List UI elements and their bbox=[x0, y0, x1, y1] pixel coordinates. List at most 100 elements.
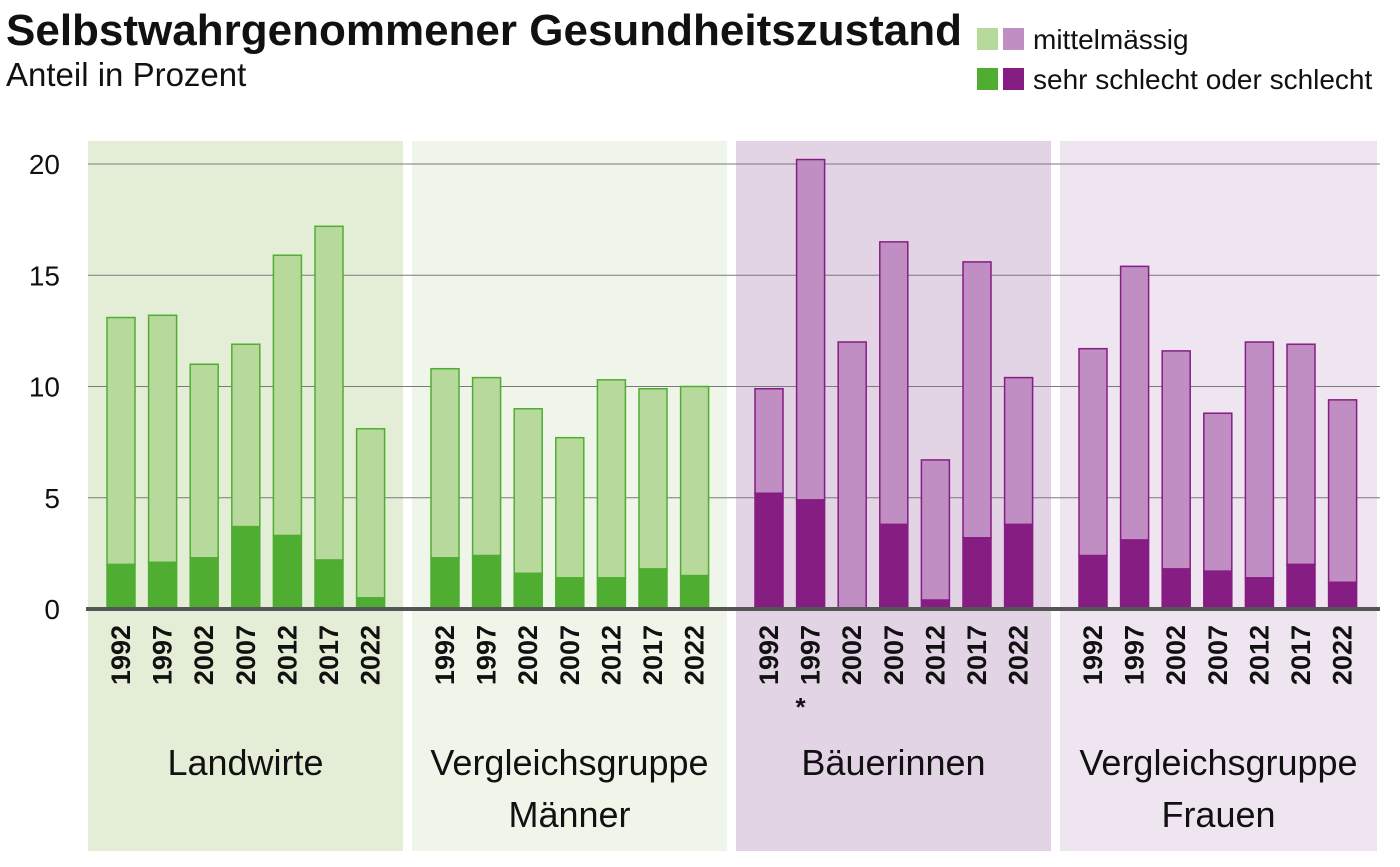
x-tick-label-g3-1997: 1997 bbox=[796, 625, 826, 685]
x-tick-label-g1-2017: 2017 bbox=[314, 625, 344, 685]
x-tick-label-g3-2007: 2007 bbox=[879, 625, 909, 685]
group-label-4-line-1: Vergleichsgruppe bbox=[1079, 742, 1357, 783]
legend-label-schlecht: sehr schlecht oder schlecht bbox=[1033, 64, 1373, 95]
x-tick-label-g3-2022: 2022 bbox=[1004, 625, 1034, 685]
bar-schlecht-g4-2012 bbox=[1244, 577, 1275, 610]
x-tick-label-g4-1992: 1992 bbox=[1078, 625, 1108, 685]
bar-mittelmaessig-g4-2012 bbox=[1244, 341, 1275, 579]
bar-mittelmaessig-g3-1997 bbox=[795, 158, 826, 501]
bar-mittelmaessig-g1-2012 bbox=[272, 254, 303, 537]
bar-schlecht-g1-2017 bbox=[314, 559, 344, 610]
y-tick-label-0: 0 bbox=[44, 594, 60, 625]
legend-swatch-schlecht-purple bbox=[1003, 68, 1024, 90]
bar-mittelmaessig-g1-1992 bbox=[106, 316, 136, 566]
y-tick-label-5: 5 bbox=[44, 483, 60, 514]
x-tick-label-g3-2017: 2017 bbox=[962, 625, 992, 685]
bar-mittelmaessig-g4-1992 bbox=[1078, 347, 1108, 557]
x-tick-label-g3-1992: 1992 bbox=[754, 625, 784, 685]
x-tick-label-g2-1992: 1992 bbox=[430, 625, 460, 685]
bar-schlecht-g1-2002 bbox=[189, 557, 219, 610]
bar-schlecht-g1-2012 bbox=[272, 534, 303, 610]
bar-mittelmaessig-g4-2017 bbox=[1286, 343, 1316, 566]
bar-schlecht-g2-2022 bbox=[679, 574, 710, 610]
legend: mittelmässig sehr schlecht oder schlecht bbox=[977, 24, 1373, 95]
x-tick-label-g4-2002: 2002 bbox=[1161, 625, 1191, 685]
x-tick-label-g2-2022: 2022 bbox=[680, 625, 710, 685]
group-label-2-line-2: Männer bbox=[508, 794, 630, 835]
legend-label-mittelmaessig: mittelmässig bbox=[1033, 24, 1189, 55]
bar-mittelmaessig-g3-2002 bbox=[837, 341, 867, 610]
bar-mittelmaessig-g4-2002 bbox=[1161, 350, 1191, 570]
chart-subtitle: Anteil in Prozent bbox=[6, 56, 246, 93]
bar-mittelmaessig-g4-1997 bbox=[1119, 265, 1150, 541]
bar-schlecht-g3-2017 bbox=[962, 537, 992, 610]
bar-schlecht-g4-1997 bbox=[1119, 539, 1150, 610]
bar-mittelmaessig-g2-1992 bbox=[430, 367, 460, 559]
axes: 0 5 10 15 20 1992 1997 2002 2007 2012 2017 2022 Land… bbox=[29, 149, 1380, 835]
y-tick-label-10: 10 bbox=[29, 372, 60, 403]
bar-schlecht-g2-1992 bbox=[430, 557, 460, 610]
bar-schlecht-g4-2017 bbox=[1286, 563, 1316, 610]
bar-mittelmaessig-g2-2017 bbox=[638, 387, 668, 570]
bar-schlecht-g3-2007 bbox=[879, 523, 909, 610]
x-tick-label-g2-1997: 1997 bbox=[472, 625, 502, 685]
bar-mittelmaessig-g3-2017 bbox=[962, 261, 992, 539]
x-tick-label-g1-2007: 2007 bbox=[231, 625, 261, 685]
x-tick-label-g1-1992: 1992 bbox=[106, 625, 136, 685]
x-tick-label-g4-2017: 2017 bbox=[1286, 625, 1316, 685]
bar-schlecht-g4-1992 bbox=[1078, 554, 1108, 610]
x-tick-label-g1-2012: 2012 bbox=[272, 625, 302, 685]
legend-swatch-mittelmaessig-green bbox=[977, 28, 998, 50]
x-tick-label-g2-2007: 2007 bbox=[555, 625, 585, 685]
group-label-3-line-1: Bäuerinnen bbox=[801, 742, 985, 783]
bar-mittelmaessig-g1-2007 bbox=[231, 343, 261, 528]
group-label-4-line-2: Frauen bbox=[1161, 794, 1275, 835]
bar-schlecht-g2-2007 bbox=[555, 577, 585, 610]
bar-schlecht-g4-2007 bbox=[1203, 570, 1233, 610]
bar-schlecht-g2-2017 bbox=[638, 568, 668, 610]
x-tick-label-g4-2007: 2007 bbox=[1203, 625, 1233, 685]
bar-mittelmaessig-g2-2007 bbox=[555, 436, 585, 579]
x-tick-label-g2-2002: 2002 bbox=[513, 625, 543, 685]
x-tick-label-g1-2022: 2022 bbox=[356, 625, 386, 685]
bar-mittelmaessig-g3-1992 bbox=[754, 387, 784, 495]
group-label-2-line-1: Vergleichsgruppe bbox=[430, 742, 708, 783]
bar-mittelmaessig-g2-1997 bbox=[471, 376, 502, 557]
bar-schlecht-g3-1997 bbox=[795, 499, 826, 610]
bar-mittelmaessig-g4-2022 bbox=[1327, 399, 1358, 584]
bar-schlecht-g1-2007 bbox=[231, 525, 261, 610]
x-tick-label-g4-2022: 2022 bbox=[1328, 625, 1358, 685]
bar-mittelmaessig-g1-2022 bbox=[355, 428, 386, 599]
bar-schlecht-g4-2002 bbox=[1161, 568, 1191, 610]
legend-swatch-schlecht-green bbox=[977, 68, 998, 90]
x-tick-label-g4-1997: 1997 bbox=[1120, 625, 1150, 685]
group-label-1-line-1: Landwirte bbox=[167, 742, 323, 783]
x-tick-label-g4-2012: 2012 bbox=[1244, 625, 1274, 685]
x-tick-label-g1-2002: 2002 bbox=[189, 625, 219, 685]
bar-mittelmaessig-g3-2022 bbox=[1003, 376, 1034, 526]
x-tick-label-g2-2012: 2012 bbox=[596, 625, 626, 685]
bar-mittelmaessig-g2-2022 bbox=[679, 385, 710, 577]
bar-mittelmaessig-g1-2002 bbox=[189, 363, 219, 559]
x-tick-label-g1-1997: 1997 bbox=[148, 625, 178, 685]
bars bbox=[106, 158, 1358, 610]
y-tick-label-15: 15 bbox=[29, 260, 60, 291]
bar-schlecht-g1-1992 bbox=[106, 563, 136, 610]
bar-mittelmaessig-g3-2012 bbox=[920, 459, 951, 601]
y-tick-label-20: 20 bbox=[29, 149, 60, 180]
bar-mittelmaessig-g3-2007 bbox=[879, 241, 909, 526]
chart-title: Selbstwahrgenommener Gesundheitszustand bbox=[6, 6, 962, 55]
bar-mittelmaessig-g2-2002 bbox=[513, 408, 543, 575]
bar-schlecht-g1-1997 bbox=[147, 561, 178, 610]
legend-swatch-mittelmaessig-purple bbox=[1003, 28, 1024, 50]
bar-schlecht-g2-1997 bbox=[471, 554, 502, 610]
x-tick-label-g3-2012: 2012 bbox=[920, 625, 950, 685]
x-tick-label-g3-2002: 2002 bbox=[837, 625, 867, 685]
bar-schlecht-g2-2002 bbox=[513, 572, 543, 610]
bar-mittelmaessig-g2-2012 bbox=[596, 379, 627, 579]
bar-schlecht-g3-1992 bbox=[754, 492, 784, 610]
bar-schlecht-g4-2022 bbox=[1327, 581, 1358, 610]
bar-schlecht-g3-2022 bbox=[1003, 523, 1034, 610]
bar-mittelmaessig-g4-2007 bbox=[1203, 412, 1233, 572]
